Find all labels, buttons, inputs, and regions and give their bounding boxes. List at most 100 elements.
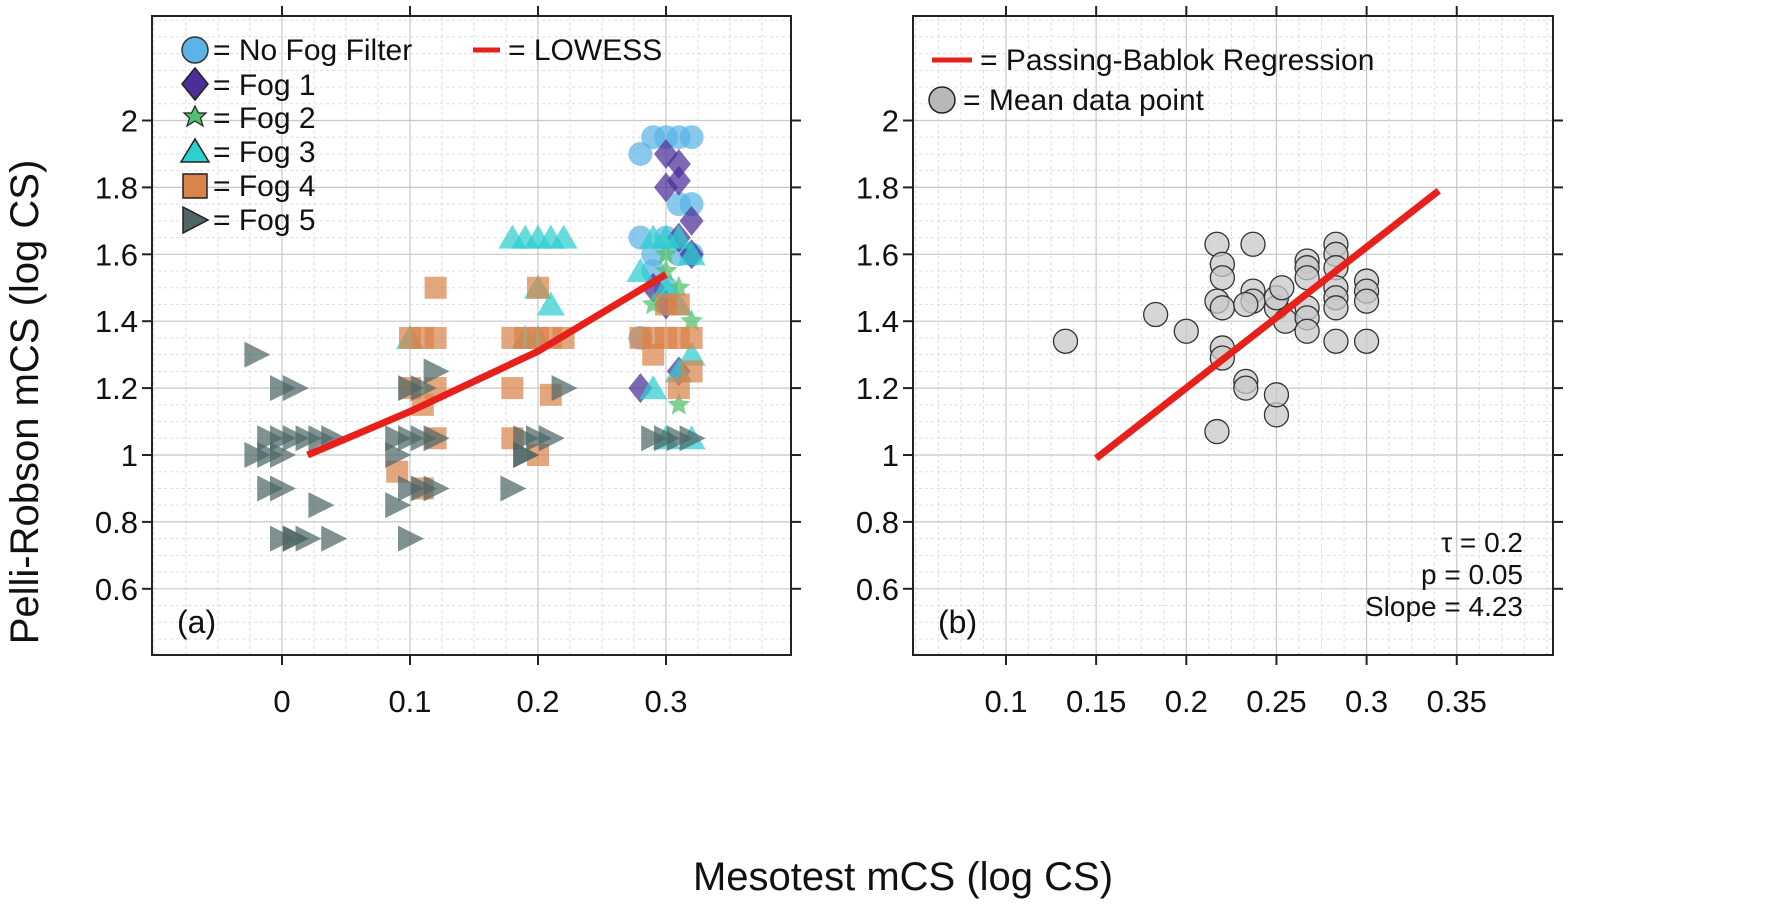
- data-point-triangle-right: [551, 375, 578, 402]
- data-point-circle: [1052, 328, 1079, 354]
- data-point-star: [654, 242, 678, 265]
- data-point-diamond: [666, 148, 691, 179]
- data-point-triangle-right: [385, 442, 412, 468]
- y-tick-label: 1.2: [95, 371, 138, 406]
- data-point-circle: [1263, 382, 1290, 408]
- data-layer: [1052, 187, 1441, 462]
- legend-item-fog-4: = Fog 4: [182, 170, 316, 203]
- data-point-triangle-right: [282, 375, 309, 402]
- data-point-circle: [1233, 291, 1259, 318]
- data-point-triangle-right: [423, 475, 450, 502]
- data-point-square: [667, 377, 690, 400]
- data-point-triangle: [639, 375, 668, 400]
- y-tick-label: 1.8: [856, 170, 899, 205]
- y-tick-label: 1: [882, 438, 899, 473]
- data-point-triangle-right: [423, 358, 450, 385]
- data-point-triangle: [664, 224, 693, 249]
- x-tick-label: 0.3: [1345, 684, 1388, 719]
- y-tick-label: 1: [121, 438, 138, 473]
- y-tick-label: 1.4: [856, 304, 899, 339]
- data-point-triangle-right: [270, 442, 296, 468]
- y-tick-label: 0.8: [856, 505, 899, 540]
- data-point-square: [424, 276, 447, 299]
- data-point-square: [501, 377, 524, 400]
- x-tick-label: 0.35: [1427, 684, 1487, 719]
- data-point-triangle: [652, 274, 680, 299]
- data-point-circle: [1353, 288, 1380, 314]
- data-point-triangle-right: [500, 475, 527, 502]
- data-point-circle: [1233, 375, 1259, 401]
- data-point-square: [680, 326, 703, 349]
- y-tick-label: 1.6: [856, 237, 899, 272]
- legend-item-fog-5: = Fog 5: [182, 204, 316, 237]
- legend-label-fog-4: = Fog 4: [213, 170, 316, 203]
- data-point-circle: [1240, 231, 1266, 257]
- data-point-star: [667, 392, 691, 415]
- legend-item-lowess: = LOWESS: [473, 34, 662, 67]
- data-point-triangle-right: [270, 475, 296, 502]
- legend-item-fog-1: = Fog 1: [181, 66, 316, 102]
- data-point-square: [424, 326, 447, 349]
- data-point-triangle-right: [321, 525, 348, 552]
- data-point-triangle-right: [282, 525, 309, 552]
- legend-label-lowess: = LOWESS: [508, 34, 662, 67]
- data-point-square: [386, 460, 409, 483]
- y-tick-label: 0.6: [95, 572, 138, 607]
- data-point-diamond: [654, 172, 678, 203]
- data-point-diamond: [679, 205, 704, 236]
- panel-b-statistics: τ = 0.2 p = 0.05 Slope = 4.23: [1365, 527, 1523, 622]
- legend-circle-marker: [181, 36, 209, 64]
- panel-label: (b): [938, 604, 977, 640]
- legend-square-marker: [182, 173, 208, 199]
- data-point-triangle-right: [538, 425, 565, 452]
- legend-item-mean-data-point: = Mean data point: [928, 84, 1205, 117]
- data-point-circle: [1269, 275, 1295, 301]
- legend-triangle-marker: [179, 137, 211, 163]
- legend-item-fog-2: = Fog 2: [182, 102, 316, 135]
- data-point-triangle-right: [679, 425, 706, 452]
- data-point-circle: [1353, 328, 1380, 354]
- data-point-triangle-right: [308, 492, 335, 519]
- x-tick-label: 0.1: [388, 684, 431, 719]
- y-tick-label: 2: [882, 104, 899, 139]
- stat-p-value: p = 0.05: [1421, 559, 1523, 590]
- x-tick-label: 0.25: [1246, 684, 1306, 719]
- data-point-circle: [1323, 328, 1349, 354]
- legend-label-mean-data-point: = Mean data point: [963, 84, 1205, 117]
- data-point-triangle: [549, 224, 578, 249]
- x-tick-label: 0.1: [984, 684, 1027, 719]
- panel-label: (a): [177, 604, 216, 640]
- legend-label-no-fog: = No Fog Filter: [213, 34, 412, 67]
- data-point-triangle-right: [423, 425, 450, 452]
- data-point-circle: [679, 125, 704, 150]
- data-point-triangle: [626, 258, 655, 283]
- data-point-square: [680, 360, 703, 383]
- axes-frame: [151, 15, 792, 656]
- data-point-circle: [1204, 418, 1230, 445]
- x-tick-label: 0.15: [1066, 684, 1126, 719]
- panel-b-regression-plot: 0.1 0.15 0.2 0.25 0.3 0.35 0.6 0.8 1 1.2 1.4 1.6 1.8…: [856, 6, 1563, 719]
- legend-diamond-marker: [181, 66, 209, 102]
- legend-label-fog-2: = Fog 2: [213, 102, 316, 135]
- x-tick-label: 0.2: [516, 684, 559, 719]
- data-layer: [244, 125, 706, 552]
- data-point-circle: [1294, 318, 1320, 344]
- legend-label-fog-5: = Fog 5: [213, 204, 316, 237]
- y-axis-title: Pelli-Robson mCS (log CS): [3, 160, 47, 645]
- stat-tau: τ = 0.2: [1441, 527, 1523, 558]
- data-point-circle: [1142, 301, 1169, 328]
- data-point-triangle: [677, 241, 706, 266]
- data-point-square: [642, 343, 665, 366]
- data-point-circle: [1323, 295, 1349, 321]
- y-tick-label: 0.8: [95, 505, 138, 540]
- data-point-star: [680, 309, 704, 331]
- data-point-triangle-right: [398, 525, 424, 552]
- y-tick-label: 0.6: [856, 572, 899, 607]
- data-point-square: [527, 276, 549, 299]
- legend-label-fog-3: = Fog 3: [213, 136, 316, 169]
- y-tick-label: 1.4: [95, 304, 138, 339]
- data-point-triangle-right: [513, 442, 540, 468]
- stat-slope: Slope = 4.23: [1365, 591, 1523, 622]
- data-point-circle: [1209, 295, 1236, 321]
- legend-gray-circle-marker: [928, 86, 956, 114]
